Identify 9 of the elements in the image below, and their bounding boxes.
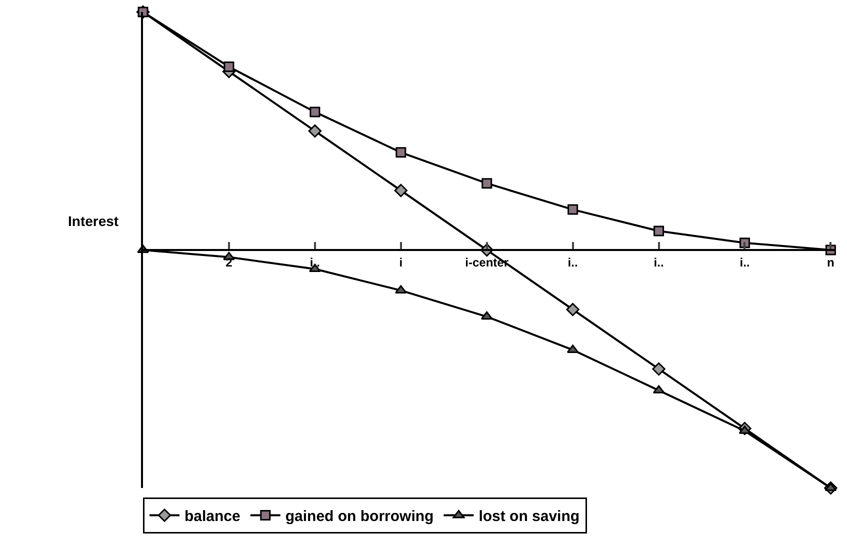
legend-label: lost on saving	[478, 508, 580, 526]
x-tick-label: i..	[568, 255, 578, 270]
x-tick-label: i	[399, 255, 403, 270]
legend-label: balance	[184, 508, 240, 526]
x-tick-label: n	[827, 255, 834, 270]
x-tick-label: i..	[740, 255, 750, 270]
legend-label: gained on borrowing	[285, 508, 434, 526]
x-tick-label: i..	[654, 255, 664, 270]
y-axis-title: Interest	[68, 213, 119, 229]
